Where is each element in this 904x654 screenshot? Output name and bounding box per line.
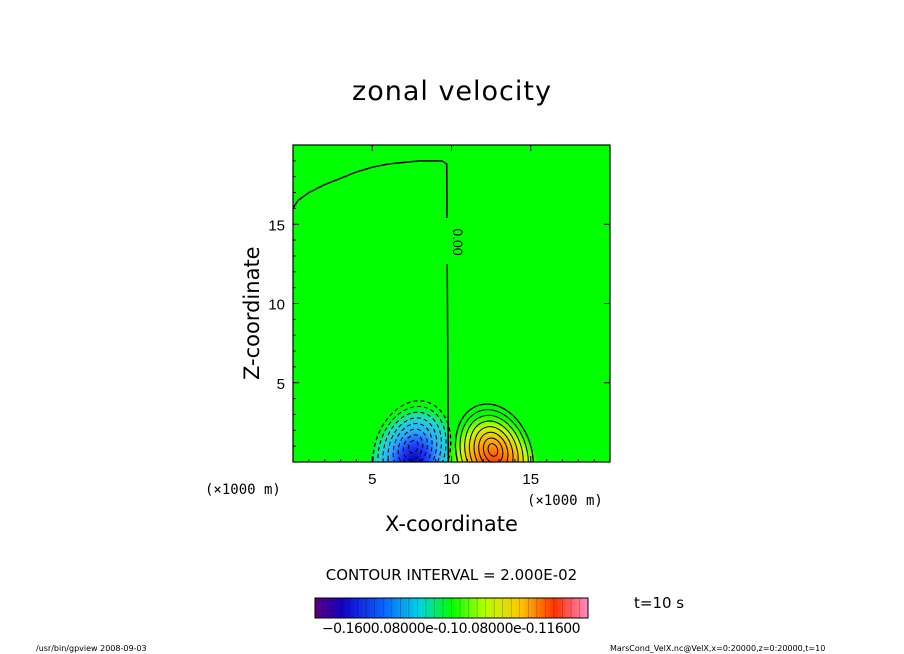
- negative-contour: [402, 434, 424, 461]
- positive-contour: [487, 443, 499, 457]
- x-axis-label: X-coordinate: [385, 512, 518, 536]
- negative-contour: [382, 411, 442, 462]
- negative-contour: [407, 439, 419, 454]
- contour-label: 0.00: [450, 228, 466, 255]
- footer-right: MarsCond_VelX.nc@VelX,x=0:20000,z=0:2000…: [610, 644, 826, 653]
- positive-contour: [468, 420, 519, 462]
- colorbar-tick-labels: −0.1600.08000e-0.10.08000e-0.11600: [321, 621, 581, 637]
- field-background: [293, 145, 610, 462]
- colorbar: [314, 597, 589, 619]
- x-tick-label: 10: [443, 471, 460, 488]
- negative-contour: [372, 400, 452, 462]
- axis-ticks: 5 10 15 5 10 15: [268, 145, 610, 488]
- contour-lines: [372, 400, 534, 462]
- y-tick-label: 5: [277, 376, 285, 393]
- y-tick-label: 10: [268, 297, 285, 314]
- y-axis-label: Z-coordinate: [240, 246, 264, 380]
- negative-contour: [377, 406, 447, 462]
- contour-interval: CONTOUR INTERVAL = 2.000E-02: [325, 566, 578, 584]
- x-tick-label: 15: [522, 471, 539, 488]
- positive-contour: [478, 431, 509, 462]
- colorbar-ticks: [314, 598, 589, 618]
- footer-left: /usr/bin/gpview 2008-09-03: [36, 644, 147, 653]
- x-tick-label: 5: [368, 471, 376, 488]
- x-axis-unit: (×1000 m): [527, 493, 603, 509]
- plot-area: [293, 145, 610, 462]
- negative-contour: [387, 417, 438, 462]
- y-axis-unit: (×1000 m): [205, 482, 281, 498]
- chart-title: zonal velocity: [352, 76, 552, 107]
- positive-contour: [482, 437, 504, 462]
- negative-contour: [397, 428, 428, 462]
- positive-contour: [454, 403, 534, 462]
- negative-contour: [392, 423, 433, 462]
- positive-contour: [459, 409, 529, 462]
- contour-label-background: [436, 218, 454, 264]
- zero-contour-line: [293, 160, 450, 462]
- positive-contour: [473, 426, 514, 462]
- y-tick-label: 15: [268, 217, 285, 234]
- time-label: t=10 s: [634, 594, 685, 612]
